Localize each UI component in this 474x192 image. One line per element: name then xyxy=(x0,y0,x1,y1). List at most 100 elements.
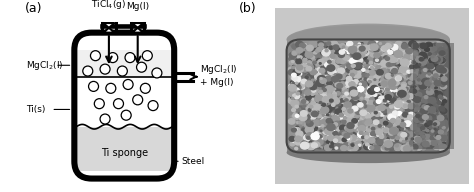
Circle shape xyxy=(320,55,327,60)
Circle shape xyxy=(363,120,367,123)
Circle shape xyxy=(333,91,336,93)
Circle shape xyxy=(434,80,441,86)
Circle shape xyxy=(417,142,419,143)
Circle shape xyxy=(339,113,344,117)
Circle shape xyxy=(379,135,384,138)
Circle shape xyxy=(329,129,333,132)
Circle shape xyxy=(412,54,415,56)
Circle shape xyxy=(374,97,377,99)
Circle shape xyxy=(332,116,339,122)
Circle shape xyxy=(294,90,298,94)
Circle shape xyxy=(341,79,348,85)
Circle shape xyxy=(324,146,329,150)
Circle shape xyxy=(376,107,381,110)
Circle shape xyxy=(385,92,393,98)
Circle shape xyxy=(357,45,361,48)
Circle shape xyxy=(398,117,403,121)
Text: MgCl$_2$(l)
+ Mg(l): MgCl$_2$(l) + Mg(l) xyxy=(200,63,237,87)
Circle shape xyxy=(350,143,356,147)
Circle shape xyxy=(337,55,342,59)
Circle shape xyxy=(317,41,324,47)
Circle shape xyxy=(390,135,393,137)
Circle shape xyxy=(440,115,447,120)
Circle shape xyxy=(423,69,427,71)
Circle shape xyxy=(292,73,296,77)
Circle shape xyxy=(371,44,373,46)
Circle shape xyxy=(430,130,433,132)
Circle shape xyxy=(396,45,398,46)
Circle shape xyxy=(358,103,363,107)
Circle shape xyxy=(407,100,410,103)
Circle shape xyxy=(350,96,356,101)
Circle shape xyxy=(319,68,323,71)
Circle shape xyxy=(403,109,410,115)
Circle shape xyxy=(414,97,421,102)
Circle shape xyxy=(362,120,370,127)
Circle shape xyxy=(343,43,352,50)
Circle shape xyxy=(395,118,401,122)
Circle shape xyxy=(402,96,410,102)
Circle shape xyxy=(374,57,381,62)
Circle shape xyxy=(358,63,364,67)
Circle shape xyxy=(371,78,375,81)
Circle shape xyxy=(373,103,376,106)
Circle shape xyxy=(297,65,303,70)
Circle shape xyxy=(409,122,415,127)
Circle shape xyxy=(420,107,428,113)
Circle shape xyxy=(309,41,317,47)
Circle shape xyxy=(305,54,309,58)
Circle shape xyxy=(384,141,392,147)
Circle shape xyxy=(330,56,338,63)
Circle shape xyxy=(297,71,299,73)
Circle shape xyxy=(351,141,356,145)
Circle shape xyxy=(418,75,423,79)
Circle shape xyxy=(373,139,379,144)
Circle shape xyxy=(360,43,364,45)
Circle shape xyxy=(374,64,377,66)
Circle shape xyxy=(409,146,414,150)
Circle shape xyxy=(362,124,369,130)
Circle shape xyxy=(377,45,380,47)
Circle shape xyxy=(366,122,368,123)
Circle shape xyxy=(288,119,295,124)
Circle shape xyxy=(315,83,321,88)
Circle shape xyxy=(395,63,401,67)
Circle shape xyxy=(322,85,327,89)
Circle shape xyxy=(408,81,415,86)
Circle shape xyxy=(373,93,377,96)
Circle shape xyxy=(403,91,409,95)
Circle shape xyxy=(349,145,353,148)
Circle shape xyxy=(316,49,319,52)
Circle shape xyxy=(337,140,343,145)
Circle shape xyxy=(438,130,444,134)
Circle shape xyxy=(366,54,368,56)
Circle shape xyxy=(306,106,310,109)
Circle shape xyxy=(318,137,325,143)
Circle shape xyxy=(423,135,429,140)
Circle shape xyxy=(359,131,363,134)
Circle shape xyxy=(378,81,384,86)
Circle shape xyxy=(333,94,335,96)
Circle shape xyxy=(428,71,430,72)
Circle shape xyxy=(330,96,337,102)
Circle shape xyxy=(427,69,429,71)
Circle shape xyxy=(419,124,426,130)
Circle shape xyxy=(293,94,300,99)
Circle shape xyxy=(303,76,310,81)
Circle shape xyxy=(374,86,375,88)
Circle shape xyxy=(318,60,324,65)
Circle shape xyxy=(437,65,444,71)
Circle shape xyxy=(301,99,303,101)
Circle shape xyxy=(399,88,403,91)
Circle shape xyxy=(383,140,392,146)
Circle shape xyxy=(365,117,370,122)
Circle shape xyxy=(334,94,337,97)
Circle shape xyxy=(370,98,374,101)
Circle shape xyxy=(425,81,431,86)
Circle shape xyxy=(391,44,398,50)
Circle shape xyxy=(353,45,361,52)
Circle shape xyxy=(433,123,437,125)
Circle shape xyxy=(315,59,322,65)
Circle shape xyxy=(416,92,422,97)
Circle shape xyxy=(314,72,316,74)
